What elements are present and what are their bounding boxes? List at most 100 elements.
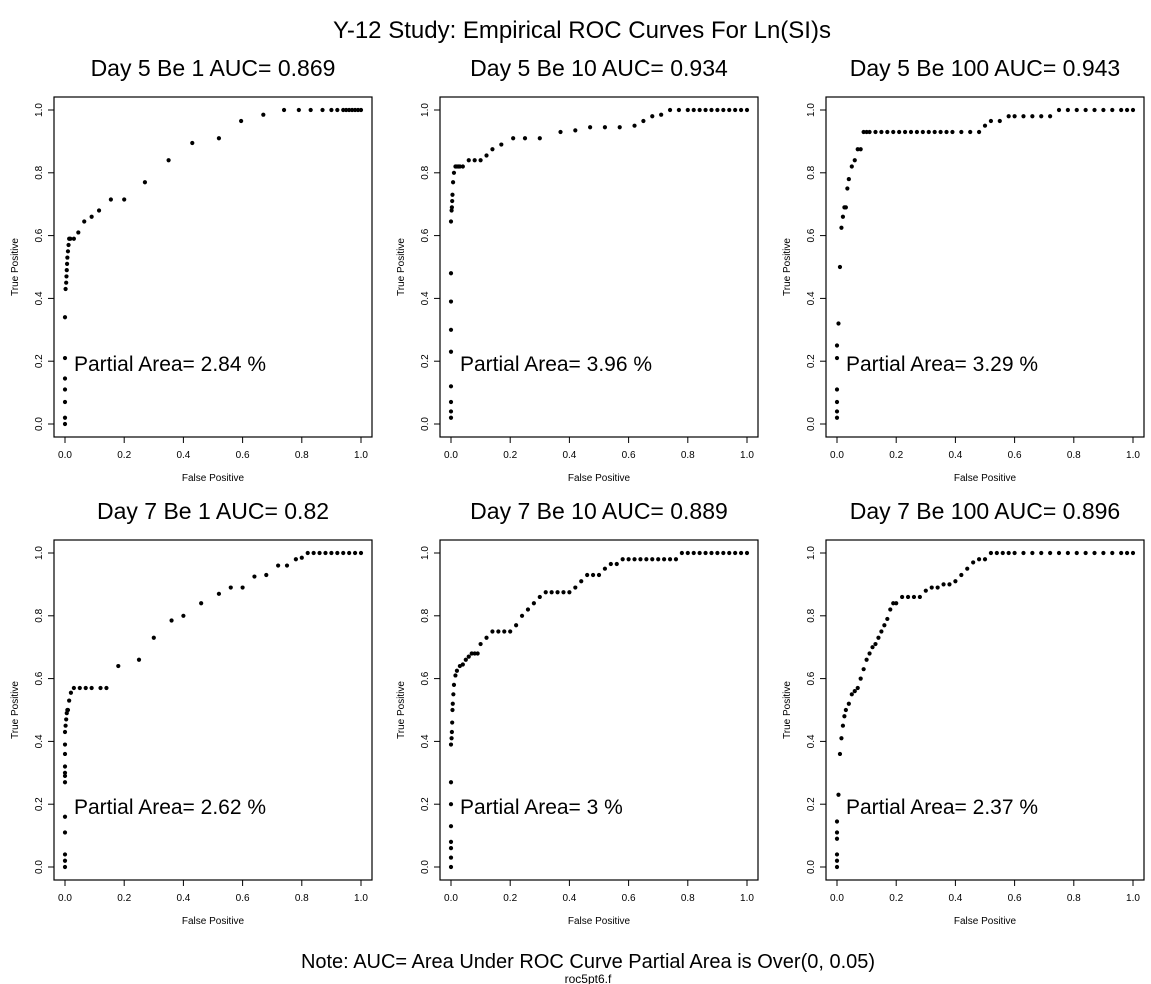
roc-point	[62, 415, 68, 420]
roc-point	[448, 802, 454, 807]
roc-point	[65, 249, 71, 254]
y-axis-label: True Positive	[396, 238, 407, 296]
roc-point	[971, 560, 976, 565]
roc-point	[463, 657, 468, 662]
roc-point	[239, 118, 244, 124]
roc-point	[264, 572, 269, 578]
x-tick-label: 0.6	[236, 893, 250, 904]
roc-point	[525, 607, 531, 612]
roc-point	[1074, 550, 1079, 556]
roc-point	[852, 158, 857, 163]
x-tick-label: 0.0	[58, 450, 72, 461]
y-tick-label: 0.2	[420, 797, 431, 811]
roc-point	[308, 107, 313, 113]
roc-point	[855, 147, 860, 152]
roc-point	[62, 773, 68, 779]
x-tick-label: 0.6	[622, 893, 636, 904]
roc-point	[347, 550, 352, 556]
roc-point	[697, 107, 702, 113]
roc-point	[62, 764, 68, 769]
roc-point	[950, 129, 955, 135]
roc-point	[976, 557, 982, 562]
roc-point	[65, 255, 70, 260]
roc-point	[296, 107, 301, 113]
roc-point	[911, 594, 917, 600]
roc-point	[62, 355, 68, 361]
roc-point	[66, 242, 71, 248]
roc-point	[879, 129, 884, 135]
roc-point	[71, 685, 76, 691]
roc-point	[240, 585, 245, 590]
y-tick-label: 0.4	[34, 291, 45, 305]
roc-point	[451, 692, 456, 697]
x-axis-label: False Positive	[954, 916, 1017, 927]
roc-point	[914, 129, 920, 135]
roc-point	[667, 557, 673, 562]
roc-point	[685, 107, 690, 113]
roc-point	[537, 136, 542, 141]
roc-point	[842, 714, 847, 719]
roc-point	[834, 409, 840, 414]
roc-point	[659, 112, 664, 117]
roc-point	[199, 601, 204, 606]
roc-point	[1130, 107, 1136, 113]
roc-point	[448, 780, 454, 785]
roc-point	[891, 601, 896, 606]
roc-point	[982, 123, 988, 128]
roc-point	[1048, 114, 1053, 119]
roc-point	[490, 629, 495, 634]
x-tick-label: 0.8	[1067, 893, 1081, 904]
roc-panel-6: Day 7 Be 100 AUC= 0.896 0.0 0.2 0.4 0.6 0.8 1.…	[782, 498, 1145, 927]
y-tick-label: 0.8	[420, 608, 431, 622]
roc-point	[358, 550, 364, 556]
x-tick-label: 0.6	[1008, 893, 1022, 904]
y-tick-label: 0.6	[806, 671, 817, 685]
y-axis-label: True Positive	[10, 681, 21, 739]
roc-point	[855, 685, 860, 691]
roc-point	[590, 572, 596, 578]
roc-point	[840, 214, 846, 219]
roc-point	[448, 409, 454, 414]
roc-point	[620, 557, 625, 562]
x-tick-label: 0.2	[889, 450, 903, 461]
y-tick-label: 1.0	[34, 103, 45, 117]
roc-point	[469, 651, 474, 656]
roc-point	[836, 792, 841, 797]
roc-point	[1021, 550, 1026, 556]
roc-point	[62, 858, 68, 863]
x-axis-label: False Positive	[568, 916, 631, 927]
roc-point	[457, 164, 462, 169]
roc-point	[839, 225, 844, 230]
roc-point	[448, 855, 454, 860]
roc-point	[453, 673, 458, 678]
roc-point	[293, 557, 298, 562]
roc-point	[62, 376, 68, 381]
y-axis-label: True Positive	[782, 238, 793, 296]
x-tick-label: 0.4	[562, 450, 576, 461]
roc-point	[76, 230, 81, 235]
roc-point	[68, 690, 74, 695]
roc-point	[68, 236, 73, 241]
roc-point	[450, 192, 455, 197]
roc-point	[965, 566, 970, 571]
roc-panel-4: Day 7 Be 1 AUC= 0.82 0.0 0.2 0.4 0.6 0.8 1.0 0.…	[10, 498, 373, 927]
x-tick-label: 0.4	[562, 893, 576, 904]
roc-point	[888, 607, 893, 612]
roc-point	[1030, 550, 1035, 556]
roc-point	[920, 129, 925, 135]
roc-point	[1012, 550, 1017, 556]
x-tick-label: 0.6	[622, 450, 636, 461]
roc-point	[62, 751, 68, 757]
roc-point	[62, 864, 68, 870]
x-tick-label: 0.6	[236, 450, 250, 461]
roc-point	[1092, 550, 1097, 556]
x-tick-label: 0.2	[503, 893, 517, 904]
roc-point	[62, 830, 68, 835]
roc-point	[519, 613, 525, 618]
panel-title: Day 7 Be 1 AUC= 0.82	[97, 498, 329, 524]
roc-point	[299, 555, 304, 560]
roc-point	[1124, 550, 1130, 556]
roc-point	[466, 158, 471, 163]
roc-point	[923, 588, 928, 593]
y-tick-label: 1.0	[806, 103, 817, 117]
